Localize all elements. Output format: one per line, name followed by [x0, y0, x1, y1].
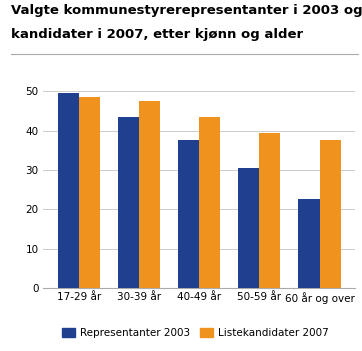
Bar	[139, 101, 160, 288]
Bar	[298, 199, 320, 288]
Legend: Representanter 2003, Listekandidater 2007: Representanter 2003, Listekandidater 200…	[58, 324, 333, 342]
Bar	[320, 140, 341, 288]
Bar	[199, 117, 220, 288]
Bar	[259, 133, 281, 288]
Bar	[238, 168, 259, 288]
Bar	[58, 93, 79, 288]
Bar	[79, 97, 100, 288]
Bar	[178, 140, 199, 288]
Text: kandidater i 2007, etter kjønn og alder: kandidater i 2007, etter kjønn og alder	[11, 28, 303, 41]
Text: Valgte kommunestyrerepresentanter i 2003 og liste-: Valgte kommunestyrerepresentanter i 2003…	[11, 4, 362, 16]
Bar	[118, 117, 139, 288]
